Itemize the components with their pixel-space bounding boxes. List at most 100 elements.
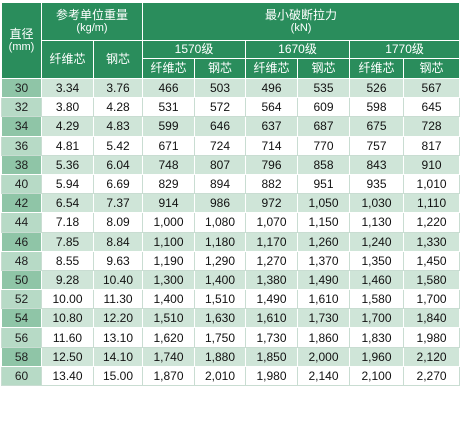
grade-1670-steel-cell: 609	[297, 97, 351, 118]
grade-1670-steel-cell: 1,150	[297, 212, 351, 233]
grade-1770-steel-cell: 1,840	[403, 308, 460, 329]
diameter-cell: 46	[1, 231, 42, 252]
weight-fiber-cell: 5.36	[41, 154, 94, 175]
weight-fiber-cell: 5.94	[41, 173, 94, 195]
grade-1670-steel-cell: 1,490	[297, 269, 351, 291]
grade-1770-steel-cell: 567	[403, 77, 460, 99]
grade-1570-steel-cell: 1,290	[194, 250, 247, 271]
weight-steel-cell: 6.69	[92, 173, 144, 195]
weight-steel-cell: 9.63	[92, 250, 144, 271]
weight-fiber-cell: 10.80	[41, 308, 94, 329]
grade-1570-steel-cell: 1,080	[194, 212, 247, 233]
grade-1770-fiber-cell: 526	[349, 77, 405, 99]
grade-1670-fiber-cell: 882	[245, 173, 299, 195]
grade-1670-fiber-cell: 1,850	[245, 346, 299, 367]
weight-steel-cell: 5.42	[92, 135, 144, 156]
weight-steel-cell: 13.10	[92, 327, 144, 348]
weight-fiber-cell: 4.81	[41, 135, 94, 156]
grade-1770-header: 1770级	[349, 40, 460, 59]
grade-1670-steel-cell: 1,050	[297, 193, 351, 214]
grade-1770-fiber-cell: 675	[349, 116, 405, 137]
grade-1570-steel-cell: 894	[194, 173, 247, 195]
weight-steel-cell: 8.09	[92, 212, 144, 233]
grade-1670-steel-cell: 1,730	[297, 308, 351, 329]
table-row: 50 9.28 10.40 1,300 1,400 1,380 1,490 1,460 1,58…	[1, 269, 460, 291]
grade-1570-steel-cell: 724	[194, 135, 247, 156]
strength-unit: (kN)	[290, 21, 312, 34]
grade-1770-fiber-cell: 598	[349, 97, 405, 118]
grade-1570-fiber-cell: 1,300	[142, 269, 196, 291]
weight-steel-cell: 8.84	[92, 231, 144, 252]
weight-fiber-cell: 10.00	[41, 289, 94, 310]
grade-1770-steel-cell: 1,010	[403, 173, 460, 195]
grade-1670-steel-cell: 687	[297, 116, 351, 137]
diameter-cell: 50	[1, 269, 42, 291]
diameter-header: 直径 (mm)	[1, 2, 42, 79]
grade-1570-fiber-cell: 1,100	[142, 231, 196, 252]
weight-fiber-cell: 9.28	[41, 269, 94, 291]
weight-steel-cell: 11.30	[92, 289, 144, 310]
weight-steel-cell: 14.10	[92, 346, 144, 367]
table-row: 42 6.54 7.37 914 986 972 1,050 1,030 1,110	[1, 193, 460, 214]
weight-steel-cell: 4.83	[92, 116, 144, 137]
grade-1570-fiber-cell: 829	[142, 173, 196, 195]
grade-1670-steel-cell: 1,370	[297, 250, 351, 271]
grade-1670-fiber-cell: 1,270	[245, 250, 299, 271]
diameter-cell: 40	[1, 173, 42, 195]
grade-1570-steel-cell: 1,750	[194, 327, 247, 348]
diameter-cell: 38	[1, 154, 42, 175]
table-row: 52 10.00 11.30 1,400 1,510 1,490 1,610 1,580 1,7…	[1, 289, 460, 310]
grade-1670-fiber-cell: 972	[245, 193, 299, 214]
grade-1670-steel-cell: 1,260	[297, 231, 351, 252]
grade-1670-fiber-cell: 796	[245, 154, 299, 175]
weight-steel-cell: 15.00	[92, 365, 144, 387]
weight-steel-cell: 7.37	[92, 193, 144, 214]
table-row: 34 4.29 4.83 599 646 637 687 675 728	[1, 116, 460, 137]
grade-1770-fiber-cell: 1,460	[349, 269, 405, 291]
grade-1670-fiber-cell: 1,610	[245, 308, 299, 329]
weight-label: 参考单位重量	[56, 7, 129, 22]
diameter-cell: 48	[1, 250, 42, 271]
diameter-cell: 42	[1, 193, 42, 214]
grade-1770-fiber-cell: 935	[349, 173, 405, 195]
grade-1670-fiber-cell: 1,070	[245, 212, 299, 233]
grade-1570-fiber-cell: 1,190	[142, 250, 196, 271]
grade-1570-steel-cell: 986	[194, 193, 247, 214]
grade-1770-fiber-cell: 1,240	[349, 231, 405, 252]
table-row: 38 5.36 6.04 748 807 796 858 843 910	[1, 154, 460, 175]
weight-steel-cell: 12.20	[92, 308, 144, 329]
grade-1570-fiber-cell: 671	[142, 135, 196, 156]
grade-1570-fiber-cell: 531	[142, 97, 196, 118]
grade-1770-steel-cell: 910	[403, 154, 460, 175]
diameter-cell: 30	[1, 77, 42, 99]
diameter-cell: 54	[1, 308, 42, 329]
diameter-cell: 56	[1, 327, 42, 348]
grade-1770-fiber-cell: 1,350	[349, 250, 405, 271]
table-row: 56 11.60 13.10 1,620 1,750 1,730 1,860 1,830 1,9…	[1, 327, 460, 348]
table-body: 30 3.34 3.76 466 503 496 535 526 567 32 3.80 4.28 53…	[1, 77, 460, 387]
grade-1570-steel-cell: 2,010	[194, 365, 247, 387]
weight-fiber-cell: 8.55	[41, 250, 94, 271]
table-row: 46 7.85 8.84 1,100 1,180 1,170 1,260 1,240 1,330	[1, 231, 460, 252]
grade-1770-steel-header: 钢芯	[403, 58, 460, 79]
grade-1670-steel-cell: 535	[297, 77, 351, 99]
diameter-cell: 52	[1, 289, 42, 310]
grade-1570-fiber-cell: 1,870	[142, 365, 196, 387]
grade-1670-steel-cell: 2,140	[297, 365, 351, 387]
grade-1770-steel-cell: 1,330	[403, 231, 460, 252]
grade-1770-fiber-cell: 757	[349, 135, 405, 156]
diameter-cell: 44	[1, 212, 42, 233]
grade-1770-fiber-cell: 1,960	[349, 346, 405, 367]
grade-1670-steel-cell: 1,860	[297, 327, 351, 348]
grade-1570-steel-cell: 646	[194, 116, 247, 137]
diameter-cell: 34	[1, 116, 42, 137]
grade-1670-fiber-cell: 1,980	[245, 365, 299, 387]
grade-1570-steel-cell: 1,180	[194, 231, 247, 252]
weight-fiber-cell: 3.34	[41, 77, 94, 99]
grade-1570-fiber-cell: 1,620	[142, 327, 196, 348]
grade-1670-fiber-cell: 714	[245, 135, 299, 156]
grade-1570-fiber-header: 纤维芯	[142, 58, 196, 79]
strength-header: 最小破断拉力 (kN)	[142, 2, 460, 41]
table-row: 36 4.81 5.42 671 724 714 770 757 817	[1, 135, 460, 156]
weight-unit: (kg/m)	[76, 21, 108, 34]
